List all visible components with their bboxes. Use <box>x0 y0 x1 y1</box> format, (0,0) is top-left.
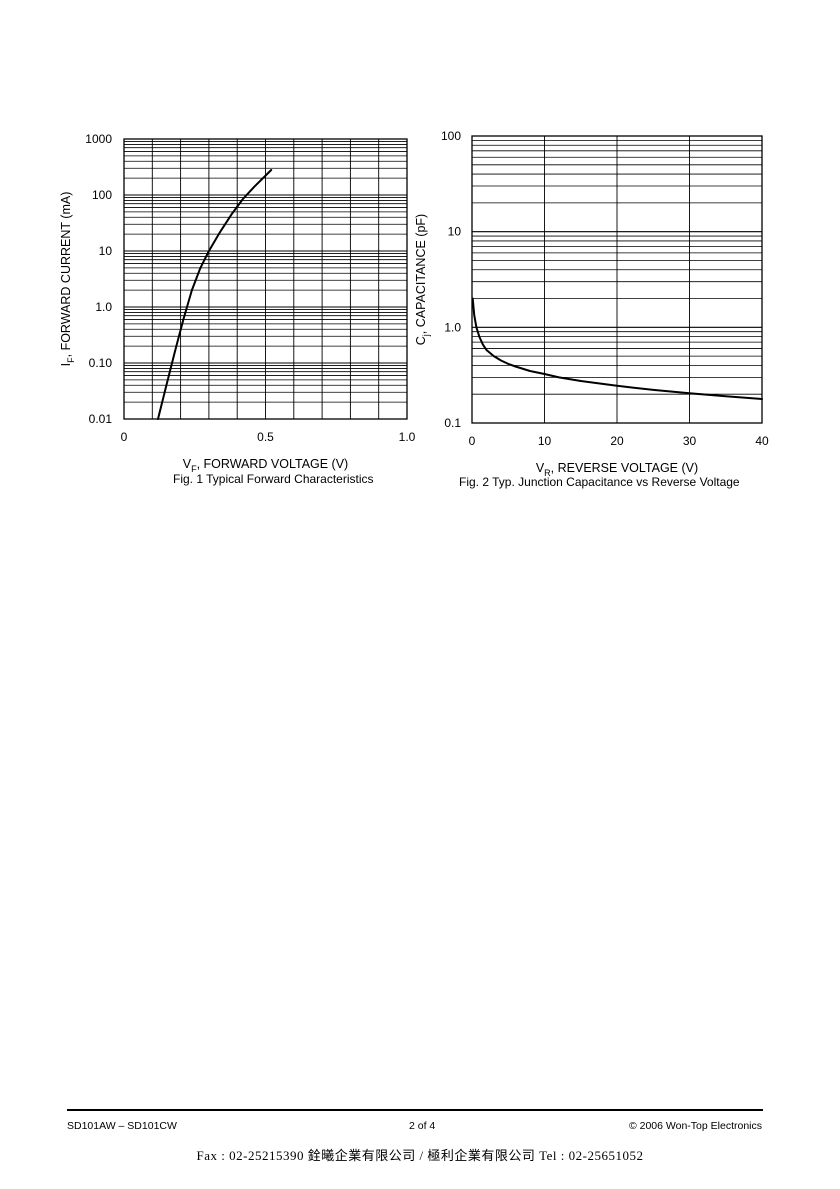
x-tick-label: 1.0 <box>399 430 416 444</box>
x-axis-title-text: , REVERSE VOLTAGE (V) <box>551 461 699 475</box>
x-tick-label: 20 <box>610 434 624 448</box>
x-tick-label: 10 <box>538 434 552 448</box>
y-tick-label: 0.01 <box>89 412 113 426</box>
x-tick-label: 40 <box>755 434 769 448</box>
footer-copyright: © 2006 Won-Top Electronics <box>628 1120 762 1132</box>
plot-frame <box>123 138 408 420</box>
y-axis-title-subscript: j <box>421 334 431 337</box>
data-series-line <box>471 297 763 400</box>
y-tick-label: 100 <box>92 188 112 202</box>
fig2-caption: Fig. 2 Typ. Junction Capacitance vs Reve… <box>459 475 740 489</box>
x-tick-label: 0 <box>121 430 128 444</box>
footer-contact: Fax : 02-25215390 銓曦企業有限公司 / 極利企業有限公司 Te… <box>196 1148 644 1163</box>
x-tick-label: 0.5 <box>257 430 274 444</box>
x-axis-title: VF, FORWARD VOLTAGE (V) <box>183 457 348 474</box>
footer-page-number: 2 of 4 <box>409 1120 436 1132</box>
x-tick-label: 30 <box>683 434 697 448</box>
x-axis-title-subscript: F <box>191 464 197 474</box>
footer-divider <box>67 1109 763 1111</box>
y-axis-title-text: , FORWARD CURRENT (mA) <box>59 192 73 358</box>
y-tick-label: 0.10 <box>89 356 113 370</box>
plot-frame <box>471 135 763 424</box>
x-tick-label: 0 <box>469 434 476 448</box>
x-axis-title-text: , FORWARD VOLTAGE (V) <box>197 457 349 471</box>
y-axis-title-symbol: I <box>59 363 73 366</box>
y-tick-label: 10 <box>99 244 113 258</box>
y-axis-title: IF, FORWARD CURRENT (mA) <box>59 192 76 367</box>
y-tick-label: 10 <box>448 225 462 239</box>
chart-junction-capacitance: 0 10 20 30 40 0.1 1.0 10 100 VR, REVERSE VOLTAGE … <box>414 129 769 478</box>
data-series-line <box>157 169 273 420</box>
y-tick-label: 100 <box>441 129 461 143</box>
y-axis-title: Cj, CAPACITANCE (pF) <box>414 214 431 345</box>
y-tick-label: 1000 <box>85 132 112 146</box>
y-axis-title-symbol: C <box>414 336 428 345</box>
x-axis-title-symbol: V <box>183 457 192 471</box>
y-axis-title-subscript: F <box>66 357 76 363</box>
x-axis-title-subscript: R <box>544 468 551 478</box>
y-tick-label: 0.1 <box>444 416 461 430</box>
x-axis-title: VR, REVERSE VOLTAGE (V) <box>536 461 698 478</box>
y-tick-label: 1.0 <box>95 300 112 314</box>
y-axis-title-text: , CAPACITANCE (pF) <box>414 214 428 334</box>
footer-part-number: SD101AW – SD101CW <box>67 1120 177 1132</box>
y-tick-label: 1.0 <box>444 320 461 334</box>
x-axis-title-symbol: V <box>536 461 545 475</box>
fig1-caption: Fig. 1 Typical Forward Characteristics <box>173 472 374 486</box>
